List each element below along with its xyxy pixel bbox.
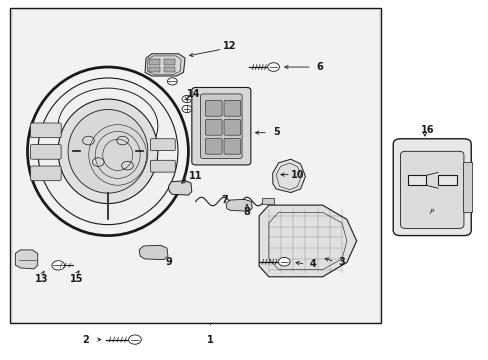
Polygon shape [145, 54, 184, 76]
FancyBboxPatch shape [205, 120, 222, 135]
Circle shape [182, 95, 191, 103]
FancyBboxPatch shape [224, 100, 240, 116]
FancyBboxPatch shape [205, 100, 222, 116]
FancyBboxPatch shape [200, 94, 242, 158]
Ellipse shape [68, 109, 147, 193]
Polygon shape [437, 175, 456, 185]
Text: 6: 6 [316, 62, 323, 72]
Polygon shape [407, 175, 426, 185]
Circle shape [128, 335, 141, 344]
FancyBboxPatch shape [205, 138, 222, 154]
Ellipse shape [58, 99, 158, 203]
FancyBboxPatch shape [224, 138, 240, 154]
Bar [163, 59, 174, 64]
Circle shape [182, 105, 191, 113]
FancyBboxPatch shape [30, 144, 61, 159]
Text: 13: 13 [35, 274, 49, 284]
Circle shape [278, 257, 289, 266]
Circle shape [167, 78, 177, 85]
FancyBboxPatch shape [392, 139, 470, 235]
FancyBboxPatch shape [150, 139, 175, 150]
Text: 14: 14 [186, 89, 200, 99]
Text: 4: 4 [309, 259, 316, 269]
Text: 5: 5 [272, 127, 279, 136]
Polygon shape [225, 199, 252, 211]
Text: 3: 3 [338, 257, 345, 267]
Circle shape [52, 261, 64, 270]
Text: 1: 1 [206, 334, 213, 345]
Bar [13, 10, 378, 321]
Bar [462, 162, 471, 212]
Bar [149, 67, 160, 72]
Ellipse shape [58, 88, 158, 164]
Text: 9: 9 [165, 257, 172, 267]
Bar [163, 67, 174, 72]
Bar [149, 59, 160, 64]
Polygon shape [168, 181, 191, 195]
Text: 15: 15 [69, 274, 83, 284]
Polygon shape [15, 250, 38, 269]
FancyBboxPatch shape [224, 120, 240, 135]
FancyBboxPatch shape [30, 166, 61, 181]
Text: 11: 11 [188, 171, 202, 181]
Text: 7: 7 [221, 195, 228, 205]
FancyBboxPatch shape [150, 160, 175, 172]
Text: P: P [429, 209, 433, 215]
Bar [10, 8, 380, 323]
Circle shape [267, 63, 279, 71]
Polygon shape [139, 245, 167, 260]
Ellipse shape [38, 78, 178, 225]
Bar [261, 198, 273, 204]
FancyBboxPatch shape [30, 123, 61, 138]
Text: 10: 10 [291, 170, 304, 180]
Text: 2: 2 [82, 334, 89, 345]
Text: 8: 8 [243, 207, 250, 217]
FancyBboxPatch shape [191, 87, 250, 165]
Text: 12: 12 [223, 41, 236, 50]
Polygon shape [272, 159, 305, 193]
Polygon shape [259, 205, 356, 277]
FancyBboxPatch shape [400, 151, 463, 228]
Text: 16: 16 [420, 125, 433, 135]
